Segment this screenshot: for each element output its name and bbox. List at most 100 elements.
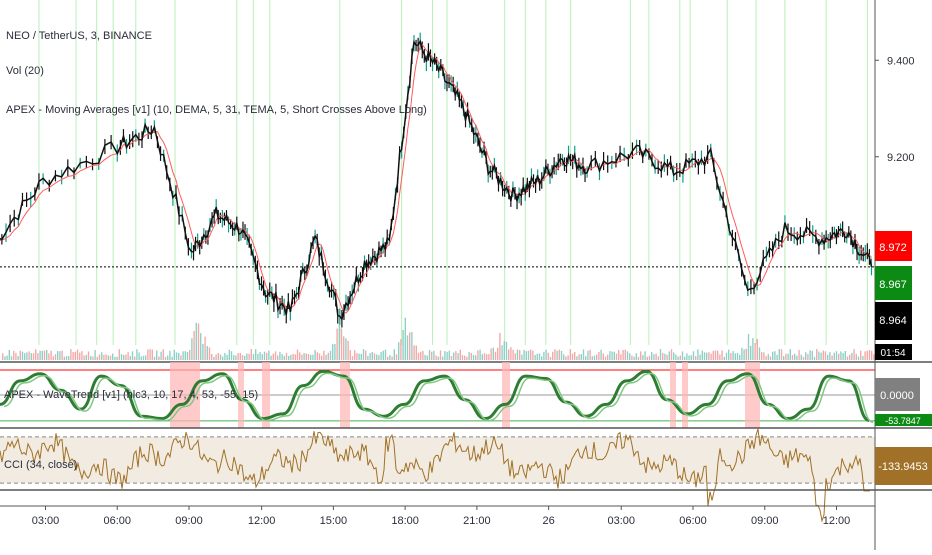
volume-bar — [648, 356, 651, 360]
badge-last-price-label: 8.972 — [879, 242, 907, 254]
volume-bar — [417, 352, 420, 360]
wavetrend-pane[interactable] — [0, 361, 932, 429]
volume-bar — [538, 353, 541, 360]
volume-bar — [301, 354, 303, 360]
volume-bar — [217, 352, 219, 360]
volume-bar — [255, 349, 257, 360]
volume-bar — [541, 356, 543, 360]
volume-bar — [598, 351, 600, 360]
volume-bar — [708, 352, 710, 360]
volume-bar — [624, 349, 626, 360]
volume-bar — [52, 356, 54, 360]
volume-bar — [633, 356, 635, 360]
volume-bar — [626, 351, 629, 360]
legend-volume[interactable]: Vol (20) — [6, 65, 44, 77]
volume-bar — [615, 353, 618, 360]
badge-ma-long-label: 8.967 — [879, 279, 907, 291]
volume-bar — [455, 351, 457, 360]
volume-bar — [266, 352, 268, 360]
time-tick-label: 18:00 — [391, 515, 419, 527]
time-tick-label: 03:00 — [607, 515, 635, 527]
volume-bar — [849, 354, 851, 360]
volume-bar — [640, 351, 642, 360]
time-tick-label: 12:00 — [248, 515, 276, 527]
volume-bar — [123, 355, 125, 360]
volume-bar — [184, 351, 186, 360]
volume-bar — [673, 352, 675, 360]
time-axis-labels: 03:00 06:00 09:00 12:00 15:00 18:00 21:00 26 03:… — [32, 506, 850, 527]
volume-bar — [565, 356, 567, 360]
volume-bar — [488, 354, 490, 360]
volume-bar — [241, 355, 244, 360]
volume-bar — [318, 353, 321, 360]
volume-bar — [864, 351, 866, 360]
volume-bar — [349, 350, 351, 360]
volume-bar — [259, 352, 261, 360]
legend-symbol[interactable]: NEO / TetherUS, 3, BINANCE — [6, 30, 152, 42]
volume-bar — [732, 351, 734, 360]
time-tick-label: 06:00 — [679, 515, 707, 527]
volume-bar — [92, 356, 94, 360]
volume-bar — [554, 349, 556, 360]
signal-zone — [340, 362, 350, 428]
badge-wt-value: -53.7847 — [875, 414, 932, 426]
volume-bar — [382, 350, 384, 360]
volume-bar — [829, 352, 831, 360]
volume-bar — [131, 351, 134, 360]
volume-bar — [171, 356, 173, 360]
volume-bar — [142, 355, 145, 360]
volume-bar — [369, 353, 371, 360]
volume-bar — [162, 349, 164, 360]
badge-countdown-label: 01:54 — [880, 348, 905, 359]
volume-bar — [655, 353, 657, 360]
volume-bar — [354, 350, 356, 360]
volume-bar — [662, 352, 664, 360]
volume-bar — [103, 354, 105, 360]
time-tick-label: 09:00 — [751, 515, 779, 527]
signal-zone — [682, 362, 688, 428]
volume-bar — [274, 351, 277, 360]
volume-bar — [6, 355, 8, 360]
volume-bar — [497, 347, 499, 360]
volume-bar — [477, 350, 479, 360]
volume-bar — [743, 349, 745, 360]
volume-bar — [783, 355, 785, 360]
volume-bar — [767, 354, 769, 360]
price-pane[interactable] — [0, 32, 873, 328]
volume-bar — [294, 354, 296, 360]
volume-bar — [426, 355, 428, 360]
volume-bar — [602, 353, 604, 360]
volume-bar — [57, 351, 59, 360]
volume-bar — [536, 353, 538, 360]
volume-bar — [758, 347, 761, 360]
volume-bar — [448, 350, 450, 360]
volume-bar — [213, 356, 215, 360]
volume-bar — [153, 356, 156, 360]
volume-bar — [873, 354, 875, 360]
volume-bar — [2, 353, 4, 360]
volume-bar — [321, 355, 323, 360]
volume-bar — [800, 354, 802, 360]
cci-pane[interactable] — [0, 428, 932, 523]
volume-bar — [41, 350, 43, 360]
volume-bar — [459, 349, 461, 360]
volume-bar — [668, 351, 670, 360]
cci-line — [0, 428, 870, 523]
legend-cci[interactable]: CCI (34, close) — [4, 459, 77, 471]
legend-moving-averages[interactable]: APEX - Moving Averages [v1] (10, DEMA, 5… — [6, 104, 427, 116]
volume-bar — [10, 356, 13, 360]
signal-zone — [262, 362, 270, 428]
volume-bar — [549, 356, 552, 360]
legend-wavetrend[interactable]: APEX - WaveTrend [v1] (hlc3, 10, 17, 4, … — [4, 389, 258, 401]
volume-bar — [226, 354, 228, 360]
volume-bar — [833, 352, 835, 360]
volume-bar — [125, 354, 127, 360]
volume-bar — [653, 354, 655, 360]
volume-bar — [530, 349, 532, 360]
volume-bar — [94, 350, 96, 360]
badge-countdown: 01:54 — [875, 344, 912, 360]
volume-bar — [261, 354, 263, 360]
volume-bar — [393, 349, 395, 360]
